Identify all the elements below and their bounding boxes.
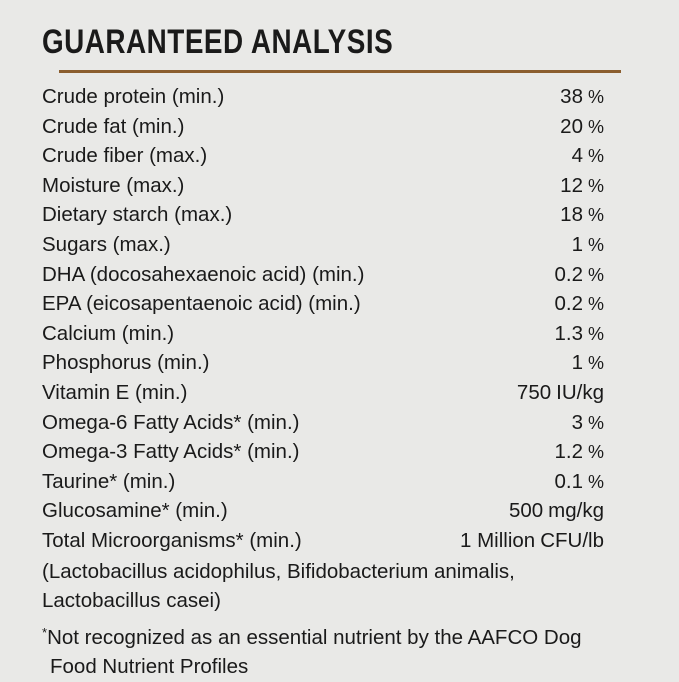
nutrient-amount: 500 bbox=[508, 499, 544, 523]
aafco-footnote: *Not recognized as an essential nutrient… bbox=[42, 618, 616, 682]
nutrient-label: Crude protein (min.) bbox=[42, 85, 225, 108]
nutrient-unit: % bbox=[587, 234, 604, 255]
nutrient-label: Crude fiber (max.) bbox=[42, 144, 208, 168]
nutrient-value: 18% bbox=[546, 200, 604, 231]
nutrient-unit: mg/kg bbox=[548, 499, 604, 523]
nutrient-label: Calcium (min.) bbox=[42, 321, 175, 345]
nutrient-label: Omega-6 Fatty Acids* (min.) bbox=[42, 410, 300, 434]
nutrient-value: 1.2% bbox=[540, 437, 604, 468]
nutrient-value: 1% bbox=[558, 230, 604, 261]
table-row: Dietary starch (max.) 18% bbox=[42, 200, 604, 230]
nutrient-amount: 12 bbox=[560, 173, 583, 197]
nutrient-amount: 750 bbox=[516, 380, 552, 404]
footnote-text: Not recognized as an essential nutrient … bbox=[47, 625, 582, 679]
nutrient-amount: 20 bbox=[560, 114, 583, 138]
nutrient-amount: 18 bbox=[560, 203, 583, 227]
nutrient-label: EPA (eicosapentaenoic acid) (min.) bbox=[42, 292, 361, 316]
page-title: GUARANTEED ANALYSIS bbox=[42, 23, 394, 61]
nutrient-table: Crude protein (min.) 38% Crude fat (min.) 2… bbox=[42, 82, 604, 556]
nutrient-amount: 0.2 bbox=[554, 292, 583, 316]
table-row: Glucosamine* (min.) 500 mg/kg bbox=[42, 496, 604, 526]
nutrient-value: 0.2% bbox=[540, 260, 604, 291]
nutrient-unit: % bbox=[587, 175, 604, 196]
nutrient-amount: 4 bbox=[571, 144, 583, 168]
nutrient-label: Total Microorganisms* (min.) bbox=[42, 528, 302, 552]
nutrient-value: 0.1% bbox=[540, 467, 604, 498]
nutrient-unit: % bbox=[587, 146, 604, 167]
nutrient-unit: % bbox=[587, 323, 604, 344]
nutrient-value: 0.2% bbox=[540, 289, 604, 320]
nutrient-unit: IU/kg bbox=[556, 380, 604, 404]
table-row: Phosphorus (min.) 1% bbox=[42, 348, 604, 378]
nutrient-amount: 0.2 bbox=[554, 262, 583, 286]
table-row: Total Microorganisms* (min.) 1 Million CFU… bbox=[42, 526, 604, 556]
nutrient-label: Taurine* (min.) bbox=[42, 469, 176, 493]
table-row: Crude fiber (max.) 4% bbox=[42, 141, 604, 171]
nutrient-value: 1 Million CFU/lb bbox=[446, 526, 604, 556]
nutrient-unit: % bbox=[587, 442, 604, 463]
nutrient-amount: 1 bbox=[571, 351, 583, 375]
nutrient-value: 1% bbox=[558, 348, 604, 379]
nutrient-value: 750 IU/kg bbox=[503, 378, 604, 408]
nutrient-label: DHA (docosahexaenoic acid) (min.) bbox=[42, 262, 365, 286]
nutrient-label: Glucosamine* (min.) bbox=[42, 499, 228, 523]
table-row: EPA (eicosapentaenoic acid) (min.) 0.2% bbox=[42, 289, 604, 319]
nutrient-value: 3% bbox=[558, 408, 604, 439]
table-row: Crude fat (min.) 20% bbox=[42, 112, 604, 142]
nutrient-value: 4% bbox=[558, 141, 604, 172]
table-row: Crude protein (min.) 38% bbox=[42, 82, 604, 112]
nutrient-label: Moisture (max.) bbox=[42, 173, 185, 197]
nutrient-label: Dietary starch (max.) bbox=[42, 203, 233, 227]
table-row: Calcium (min.) 1.3% bbox=[42, 319, 604, 349]
table-row: Moisture (max.) 12% bbox=[42, 171, 604, 201]
nutrient-unit: % bbox=[587, 205, 604, 226]
nutrient-label: Phosphorus (min.) bbox=[42, 351, 210, 375]
nutrient-label: Omega-3 Fatty Acids* (min.) bbox=[42, 440, 300, 464]
title-divider bbox=[58, 70, 621, 73]
nutrient-value: 500 mg/kg bbox=[495, 496, 604, 526]
nutrient-amount: 1 Million bbox=[460, 528, 536, 552]
nutrient-amount: 1.2 bbox=[554, 440, 583, 464]
nutrient-label: Crude fat (min.) bbox=[42, 114, 185, 138]
table-row: Vitamin E (min.) 750 IU/kg bbox=[42, 378, 604, 408]
nutrient-unit: % bbox=[587, 412, 604, 433]
nutrient-value: 1.3% bbox=[540, 319, 604, 350]
nutrient-unit: % bbox=[587, 294, 604, 315]
nutrient-unit: % bbox=[587, 471, 604, 492]
nutrient-label: Vitamin E (min.) bbox=[42, 380, 188, 404]
table-row: Sugars (max.) 1% bbox=[42, 230, 604, 260]
nutrient-unit: % bbox=[587, 87, 604, 107]
nutrient-amount: 3 bbox=[571, 410, 583, 434]
nutrient-value: 38% bbox=[546, 82, 604, 113]
nutrient-unit: % bbox=[587, 116, 604, 137]
footnote-marker: * bbox=[42, 624, 48, 640]
nutrient-value: 20% bbox=[546, 112, 604, 143]
nutrient-unit: % bbox=[587, 353, 604, 374]
table-row: Omega-3 Fatty Acids* (min.) 1.2% bbox=[42, 437, 604, 467]
nutrient-amount: 0.1 bbox=[554, 469, 583, 493]
table-row: Omega-6 Fatty Acids* (min.) 3% bbox=[42, 408, 604, 438]
nutrient-amount: 38 bbox=[560, 85, 583, 108]
table-row: DHA (docosahexaenoic acid) (min.) 0.2% bbox=[42, 260, 604, 290]
nutrient-unit: % bbox=[587, 264, 604, 285]
nutrient-amount: 1 bbox=[571, 232, 583, 256]
nutrient-value: 12% bbox=[546, 171, 604, 202]
probiotic-strains-note: (Lactobacillus acidophilus, Bifidobacter… bbox=[42, 559, 515, 613]
nutrient-unit: CFU/lb bbox=[540, 528, 604, 552]
nutrient-amount: 1.3 bbox=[554, 321, 583, 345]
nutrient-label: Sugars (max.) bbox=[42, 232, 171, 256]
table-row: Taurine* (min.) 0.1% bbox=[42, 467, 604, 497]
